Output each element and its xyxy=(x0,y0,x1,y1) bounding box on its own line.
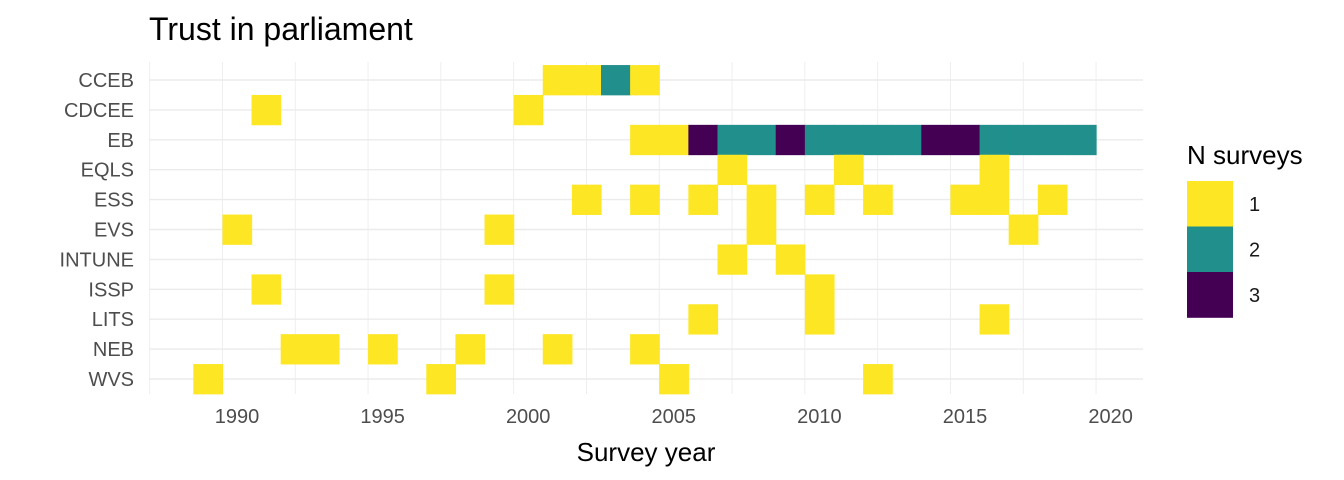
heatmap-cell-eb-2004 xyxy=(630,124,660,156)
heatmap-cell-wvs-1997 xyxy=(426,364,456,395)
heatmap-cell-intune-2009 xyxy=(775,244,806,275)
heatmap-cell-ess-2002 xyxy=(571,184,602,215)
heatmap-cell-neb-1992 xyxy=(280,334,311,365)
heatmap-cell-wvs-1989 xyxy=(193,364,224,395)
heatmap-cell-eb-2018 xyxy=(1037,124,1068,156)
heatmap-cell-lits-2006 xyxy=(688,304,719,335)
heatmap-cell-eb-2011 xyxy=(833,124,864,156)
heatmap-cell-eb-2012 xyxy=(863,124,893,156)
heatmap-cell-ess-2016 xyxy=(979,184,1010,215)
heatmap-cell-eb-2008 xyxy=(746,124,777,156)
y-tick-label: LITS xyxy=(92,309,134,331)
y-tick-label: ESS xyxy=(94,190,134,212)
chart-title: Trust in parliament xyxy=(149,11,413,47)
y-tick-label: ISSP xyxy=(88,279,134,301)
x-tick-label: 2015 xyxy=(943,406,988,428)
heatmap-cell-eb-2007 xyxy=(717,124,748,156)
heatmap-cell-cceb-2003 xyxy=(601,65,631,96)
heatmap-cell-cdcee-2000 xyxy=(513,94,544,126)
x-axis-tick-labels: 1990 1995 2000 2005 2010 2015 2020 xyxy=(215,406,1133,428)
heatmap-cell-ess-2004 xyxy=(630,184,660,215)
x-tick-label: 2005 xyxy=(652,406,697,428)
x-tick-label: 2010 xyxy=(797,406,842,428)
x-tick-label: 2000 xyxy=(506,406,551,428)
heatmap-cell-eb-2006 xyxy=(688,124,719,156)
heatmap-cell-ess-2006 xyxy=(688,184,719,215)
heatmap-cell-cceb-2001 xyxy=(542,65,573,96)
heatmap-cell-eqls-2007 xyxy=(717,154,748,186)
heatmap-cell-wvs-2005 xyxy=(659,364,689,395)
legend-swatch-2 xyxy=(1187,226,1233,273)
heatmap-cell-evs-2017 xyxy=(1008,214,1039,245)
x-tick-label: 1995 xyxy=(360,406,405,428)
heatmap-cell-evs-1990 xyxy=(222,214,253,245)
heatmap-cell-ess-2008 xyxy=(746,184,777,215)
heatmap-cell-eb-2015 xyxy=(950,124,981,156)
heatmap-cell-issp-1999 xyxy=(484,274,515,305)
y-tick-label: INTUNE xyxy=(60,249,134,271)
y-axis-tick-labels: CCEB CDCEE EB EQLS ESS EVS INTUNE ISSP LITS NEB WV… xyxy=(60,70,134,391)
heatmap-cell-eb-2010 xyxy=(804,124,835,156)
heatmap-cell-ess-2010 xyxy=(804,184,835,215)
legend-label: 1 xyxy=(1249,194,1260,216)
heatmap-cell-neb-1998 xyxy=(455,334,486,365)
heatmap-cell-neb-1993 xyxy=(309,334,340,365)
heatmap-cell-eqls-2011 xyxy=(833,154,864,186)
y-tick-label: WVS xyxy=(88,369,134,391)
heatmap-cell-lits-2010 xyxy=(804,304,835,335)
heatmap-cell-eqls-2016 xyxy=(979,154,1010,186)
heatmap-cell-issp-2010 xyxy=(804,274,835,305)
heatmap-cell-evs-2008 xyxy=(746,214,777,245)
legend-title: N surveys xyxy=(1187,140,1303,170)
heatmap-cell-issp-1991 xyxy=(251,274,282,305)
heatmap-cell-neb-2001 xyxy=(542,334,573,365)
heatmap-cell-eb-2014 xyxy=(921,124,952,156)
legend-label: 3 xyxy=(1249,285,1260,307)
heatmap-cell-cdcee-1991 xyxy=(251,94,282,126)
y-tick-label: NEB xyxy=(93,339,134,361)
x-tick-label: 2020 xyxy=(1088,406,1133,428)
legend-swatch-1 xyxy=(1187,181,1233,227)
heatmap-cell-ess-2015 xyxy=(950,184,981,215)
heatmap-cell-cceb-2002 xyxy=(571,65,602,96)
heatmap-cell-wvs-2012 xyxy=(863,364,893,395)
heatmap-cell-eb-2019 xyxy=(1066,124,1097,156)
heatmap-cell-eb-2005 xyxy=(659,124,689,156)
legend-swatch-3 xyxy=(1187,272,1233,318)
x-tick-label: 1990 xyxy=(215,406,260,428)
heatmap-cells xyxy=(193,65,1097,395)
y-tick-label: EQLS xyxy=(81,160,134,182)
heatmap-cell-neb-1995 xyxy=(368,334,398,365)
x-axis-title: Survey year xyxy=(577,437,716,467)
y-tick-label: CCEB xyxy=(78,70,134,92)
heatmap-cell-ess-2012 xyxy=(863,184,893,215)
y-tick-label: CDCEE xyxy=(64,100,134,122)
heatmap-cell-cceb-2004 xyxy=(630,65,660,96)
legend: N surveys 1 2 3 xyxy=(1187,140,1303,318)
heatmap-cell-eb-2016 xyxy=(979,124,1010,156)
legend-label: 2 xyxy=(1249,239,1260,261)
y-tick-label: EVS xyxy=(94,220,134,242)
heatmap-cell-neb-2004 xyxy=(630,334,660,365)
legend-keys: 1 2 3 xyxy=(1187,181,1260,318)
heatmap-cell-eb-2017 xyxy=(1008,124,1039,156)
heatmap-cell-eb-2009 xyxy=(775,124,806,156)
heatmap-cell-intune-2007 xyxy=(717,244,748,275)
heatmap-cell-ess-2018 xyxy=(1037,184,1068,215)
heatmap-cell-evs-1999 xyxy=(484,214,515,245)
heatmap-cell-lits-2016 xyxy=(979,304,1010,335)
heatmap-cell-eb-2013 xyxy=(892,124,922,156)
y-tick-label: EB xyxy=(107,130,134,152)
